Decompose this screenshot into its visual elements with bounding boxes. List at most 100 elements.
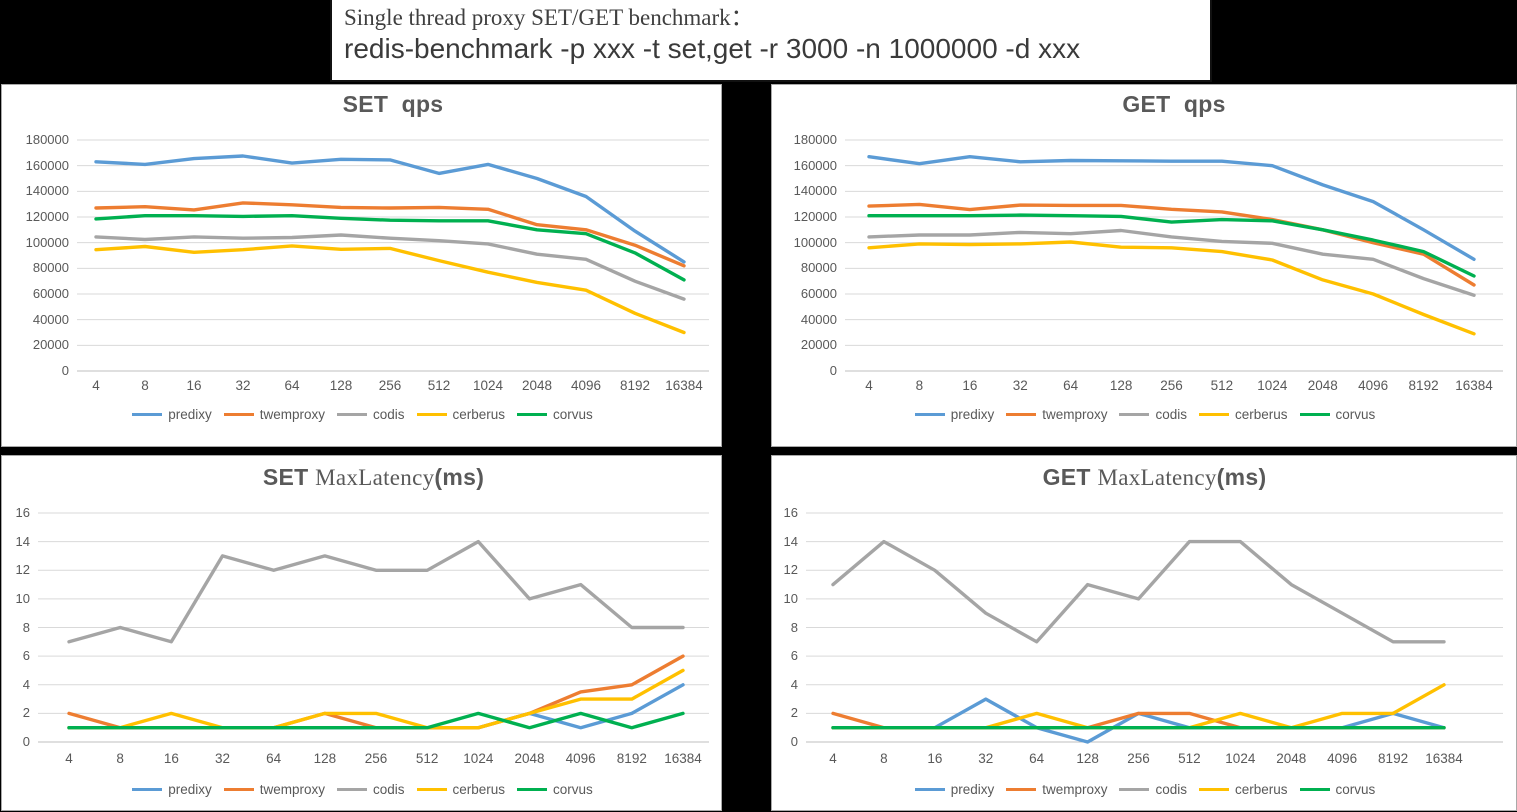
twemproxy-legend-swatch-icon xyxy=(1006,787,1037,792)
corvus-legend-swatch-icon xyxy=(1299,787,1330,792)
predixy-legend-swatch-icon xyxy=(132,412,163,417)
legend-label-cerberus: cerberus xyxy=(452,407,506,422)
twemproxy-line xyxy=(867,202,1476,287)
y-axis-label-0: 0 xyxy=(61,363,69,378)
legend-label-predixy: predixy xyxy=(950,782,995,797)
x-axis-label-2048: 2048 xyxy=(1307,378,1338,393)
y-axis-label-80000: 80000 xyxy=(32,260,69,276)
y-axis-label-0: 0 xyxy=(829,363,837,378)
x-axis-label-64: 64 xyxy=(284,378,300,393)
legend-label-codis: codis xyxy=(1155,782,1187,797)
y-axis-label-180000: 180000 xyxy=(25,132,69,147)
y-axis-label-40000: 40000 xyxy=(32,311,69,327)
y-axis-label-2: 2 xyxy=(790,705,798,721)
legend-label-twemproxy: twemproxy xyxy=(259,782,325,797)
x-axis-label-8192: 8192 xyxy=(616,751,647,766)
set-maxlatency-panel: 0 2 4 6 8 10 12 14 16 4 8 16 32 64 128 256 512 1024 2048 40… xyxy=(1,455,722,811)
x-axis-label-32: 32 xyxy=(235,378,251,393)
y-axis-label-0: 0 xyxy=(22,734,30,749)
cerberus-legend-swatch-icon xyxy=(416,787,447,792)
y-axis-label-20000: 20000 xyxy=(800,337,837,353)
legend-label-predixy: predixy xyxy=(950,407,995,422)
x-axis-label-32: 32 xyxy=(1012,378,1028,393)
y-axis-label-80000: 80000 xyxy=(800,260,837,276)
x-axis-label-64: 64 xyxy=(1029,751,1045,766)
y-axis-label-10: 10 xyxy=(783,590,798,606)
legend-item-codis: codis xyxy=(336,407,405,422)
corvus-line xyxy=(94,213,686,282)
benchmark-command: redis-benchmark -p xxx -t set,get -r 300… xyxy=(344,33,1081,64)
legend-label-corvus: corvus xyxy=(1335,407,1376,422)
get-qps-title: GET qps xyxy=(845,91,1503,118)
x-axis-label-512: 512 xyxy=(1178,751,1201,766)
y-axis-label-0: 0 xyxy=(790,734,798,749)
x-axis-label-8192: 8192 xyxy=(1408,378,1439,393)
legend-item-predixy: predixy xyxy=(914,407,995,422)
y-axis-label-8: 8 xyxy=(22,619,30,635)
x-axis-label-2048: 2048 xyxy=(521,378,553,393)
get-qps-legend: predixy twemproxy codis cerberus corvus xyxy=(772,407,1517,422)
x-axis-label-4: 4 xyxy=(865,378,873,393)
legend-item-twemproxy: twemproxy xyxy=(1006,782,1107,797)
legend-label-corvus: corvus xyxy=(553,407,593,422)
predixy-line xyxy=(94,154,686,264)
x-axis-label-1024: 1024 xyxy=(1225,751,1256,766)
benchmark-title: Single thread proxy SET/GET benchmark： xyxy=(344,5,754,30)
x-axis-label-4: 4 xyxy=(65,751,73,766)
corvus-legend-swatch-icon xyxy=(517,412,548,417)
chart-title-part: MaxLatency xyxy=(1097,465,1217,490)
x-axis-label-512: 512 xyxy=(415,751,439,766)
x-axis-label-512: 512 xyxy=(1210,378,1234,393)
y-axis-label-10: 10 xyxy=(15,590,30,606)
get-maxlatency-legend: predixy twemproxy codis cerberus corvus xyxy=(772,782,1517,797)
twemproxy-line xyxy=(94,201,686,268)
get-qps-plot xyxy=(845,139,1503,372)
y-axis-label-120000: 120000 xyxy=(25,209,69,224)
codis-line xyxy=(867,228,1476,298)
x-axis-label-2048: 2048 xyxy=(1276,751,1307,766)
x-axis-label-32: 32 xyxy=(214,751,231,766)
x-axis-label-8192: 8192 xyxy=(619,378,651,393)
chart-title-part: GET qps xyxy=(1122,91,1226,117)
y-axis-label-160000: 160000 xyxy=(793,157,837,173)
legend-item-codis: codis xyxy=(336,782,405,797)
x-axis-label-128: 128 xyxy=(1076,751,1099,766)
legend-label-cerberus: cerberus xyxy=(452,782,506,797)
twemproxy-legend-swatch-icon xyxy=(223,412,254,417)
set-qps-legend: predixy twemproxy codis cerberus corvus xyxy=(2,407,723,422)
y-axis-label-8: 8 xyxy=(790,619,798,635)
y-axis-label-140000: 140000 xyxy=(25,183,69,199)
x-axis-label-16: 16 xyxy=(163,751,179,766)
x-axis-label-128: 128 xyxy=(1109,378,1133,393)
x-axis-label-128: 128 xyxy=(313,751,337,766)
cerberus-legend-swatch-icon xyxy=(416,412,447,417)
y-axis-label-20000: 20000 xyxy=(32,337,69,353)
set-maxlatency-legend: predixy twemproxy codis cerberus corvus xyxy=(2,782,723,797)
chart-title-part: (ms) xyxy=(434,464,485,490)
legend-item-predixy: predixy xyxy=(914,782,995,797)
x-axis-label-16384: 16384 xyxy=(1425,751,1463,766)
legend-item-predixy: predixy xyxy=(132,782,212,797)
y-axis-label-4: 4 xyxy=(790,676,798,692)
x-axis-label-4: 4 xyxy=(92,378,100,393)
chart-title-part: SET xyxy=(262,464,316,490)
codis-line xyxy=(831,539,1446,644)
legend-label-twemproxy: twemproxy xyxy=(259,407,325,422)
legend-item-corvus: corvus xyxy=(1299,407,1376,422)
x-axis-label-4096: 4096 xyxy=(565,751,596,766)
x-axis-label-8: 8 xyxy=(116,751,124,766)
codis-legend-swatch-icon xyxy=(1119,787,1150,792)
twemproxy-legend-swatch-icon xyxy=(223,787,254,792)
predixy-line xyxy=(831,697,1446,744)
y-axis-label-4: 4 xyxy=(22,676,30,692)
set-qps-panel: 0 20000 40000 60000 80000 100000 120000 140000 1… xyxy=(1,84,722,447)
get-maxlatency-panel: 0 2 4 6 8 10 12 14 16 4 8 16 32 64 128 256 512 1024 2048 40… xyxy=(771,455,1517,811)
x-axis-label-64: 64 xyxy=(266,751,282,766)
x-axis-label-8: 8 xyxy=(880,751,888,766)
cerberus-line xyxy=(867,240,1476,336)
x-axis-label-16: 16 xyxy=(962,378,978,393)
set-qps-plot xyxy=(77,139,709,372)
chart-title-part: GET xyxy=(1042,464,1098,490)
y-axis-label-12: 12 xyxy=(15,562,30,578)
legend-label-cerberus: cerberus xyxy=(1235,782,1288,797)
